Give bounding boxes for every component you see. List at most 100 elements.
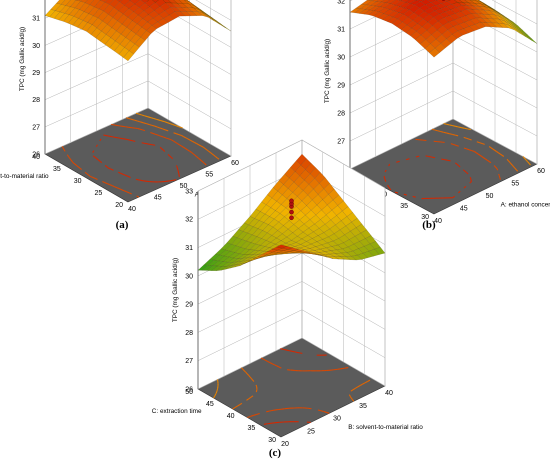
plot-c-contour-2-3-29	[348, 394, 351, 397]
plot-b-y-tick-label-1: 35	[400, 203, 408, 210]
plot-b-contour-4-33-9	[388, 163, 391, 166]
plot-c-z-tick-label-0: 26	[185, 386, 193, 393]
plot-b-contour-4-26-21	[431, 156, 436, 159]
plot-a-contour-2-16-37	[187, 138, 191, 141]
plot-a-contour-2-17-36	[185, 137, 188, 139]
plot-a-contour-3-14-32	[181, 145, 184, 148]
plot-a-contour-3-17-1	[94, 177, 98, 180]
plot-c-contour-3-34-24	[271, 363, 275, 366]
plot-c-contour-3-14-6	[266, 410, 270, 413]
plot-c-contour-4-34-33	[295, 351, 299, 354]
plot-b-contour-2-17-36	[490, 147, 494, 150]
plot-c-contour-4-9-1	[263, 423, 268, 425]
plot-a-contour-3-30-3	[71, 160, 74, 163]
plot-c-y-axis-label: C: extraction time	[152, 408, 202, 415]
plot-a-contour-1-28-38	[167, 122, 171, 125]
plot-a-contour-3-12-2	[107, 183, 110, 186]
plot-c-contour-2-23-1	[234, 405, 238, 409]
plot-a-contour-4-27-24	[131, 140, 136, 142]
plot-a-contour-3-38-26	[114, 124, 119, 127]
plot-a-contour-1-33-37	[153, 117, 157, 120]
plot-a-contour-4-35-20	[105, 134, 109, 137]
plot-a-contour-4-32-14	[95, 145, 98, 147]
plot-c-design-point-0-4	[289, 198, 294, 204]
plot-a-surface-cell-7-6	[128, 0, 132, 2]
plot-c-contour-2-5-33	[355, 386, 359, 389]
plot-b-contour-3-15-31	[481, 156, 484, 159]
plot-a-contour-3-38-6	[62, 147, 65, 150]
plot-c-contour-3-39-24	[260, 357, 264, 360]
plot-c-contour-3-1-18	[323, 411, 327, 413]
plot-a-contour-4-31-11	[92, 150, 95, 152]
plot-b-surface	[349, 0, 538, 58]
plot-a-z-axis-label: TPC (mg Gallic acid/g)	[19, 27, 26, 91]
plot-a-contour-3-27-31	[150, 131, 154, 134]
plot-b-contour-3-23-31	[463, 147, 467, 150]
plot-c-contour-3-36-24	[267, 360, 271, 364]
plot-a-contour-2-4-36	[211, 153, 215, 156]
plot-a-contour-3-7-3	[119, 188, 123, 191]
plot-a-contour-4-0-18	[172, 179, 177, 181]
plot-b-contour-4-3-10	[452, 195, 455, 199]
plot-a-contour-2-1-36	[216, 157, 220, 160]
plot-a-contour-3-0-4	[136, 195, 140, 198]
plot-a-contour-1-24-39	[177, 125, 181, 128]
plot-a-contour-3-21-32	[166, 137, 170, 140]
plot-b-contour-4-26-2	[384, 179, 387, 182]
plot-a-contour-3-16-32	[177, 143, 180, 146]
plot-c-contour-3-15-1	[250, 414, 254, 417]
plot-a-contour-3-26-31	[152, 132, 156, 135]
plot-a-contour-3-27-2	[76, 165, 79, 168]
plot-a-x-tick-label-0: 40	[128, 206, 136, 213]
plot-a-z-tick-label-5: 31	[32, 16, 40, 23]
plot-c-contour-3-31-24	[278, 366, 282, 369]
plot-c-contour-2-24-6	[246, 398, 249, 401]
plot-a-contour-2-28-34	[157, 126, 160, 129]
plot-b-contour-3-11-31	[488, 161, 492, 164]
plot-b-contour-2-13-36	[498, 152, 501, 155]
plot-a-contour-3-13-32	[183, 146, 186, 150]
plot-a-contour-3-30-2	[72, 161, 74, 164]
plot-b-contour-4-11-22	[466, 172, 469, 175]
plot-a-contour-2-36-32	[134, 119, 138, 122]
plot-c-x-tick-label-1: 25	[307, 428, 315, 435]
plot-b-design-point-0-0	[441, 0, 446, 1]
plot-b-contour-3-22-31	[466, 148, 470, 151]
plot-c-surface-cell-0-0	[276, 244, 288, 249]
plot-a-contour-3-10-32	[189, 150, 192, 153]
plot-a-contour-3-30-30	[141, 129, 146, 132]
plot-b-x-tick-label-1: 45	[460, 206, 468, 213]
plot-a-contour-3-21-1	[86, 173, 89, 176]
plot-c-y-tick-label-1: 35	[247, 425, 255, 432]
plot-b-contour-2-32-34	[452, 133, 456, 136]
plot-b-contour-2-28-35	[463, 136, 467, 139]
plot-b-contour-1-37-37	[449, 124, 453, 127]
plot-c-z-tick-label-1: 27	[185, 358, 193, 365]
surface-plot-c: 26 27 28 29 30 31 32 33 TPC (mg Gallic acid/g) 20…	[152, 139, 423, 448]
plot-b-contour-2-2-33	[514, 167, 517, 171]
plot-a-surface-cell-4-8	[152, 0, 159, 3]
plot-a-y-tick-label-4: 40	[32, 154, 40, 161]
plot-a-contour-4-18-27	[159, 146, 163, 150]
plot-a-contour-2-9-37	[202, 146, 206, 149]
plot-b-contour-4-17-23	[456, 163, 459, 167]
plot-a-contour-4-26-9	[96, 158, 99, 161]
plot-a-contour-1-34-37	[151, 117, 154, 119]
plot-b-contour-4-27-3	[384, 177, 386, 180]
plot-c-x-tick-label-0: 20	[281, 441, 289, 448]
plot-a-contour-2-21-36	[176, 133, 180, 136]
plot-c-contour-2-36-15	[245, 371, 248, 375]
plot-c-contour-2-35-15	[246, 373, 249, 376]
plot-a-z-tick-label-4: 30	[32, 43, 40, 50]
plot-a-contour-3-25-2	[79, 167, 82, 170]
plot-a-contour-4-13-26	[167, 153, 170, 157]
plot-a-contour-4-21-27	[152, 144, 156, 146]
plot-b-contour-3-16-31	[479, 154, 483, 157]
plot-a-contour-2-34-33	[140, 121, 144, 124]
plot-b-contour-1-38-36	[446, 123, 450, 126]
plot-a-contour-3-1-31	[204, 163, 207, 166]
plot-a-contour-2-30-34	[151, 124, 156, 127]
plot-a-contour-1-26-39	[172, 124, 176, 127]
plot-c-contour-2-1-28	[350, 397, 353, 401]
